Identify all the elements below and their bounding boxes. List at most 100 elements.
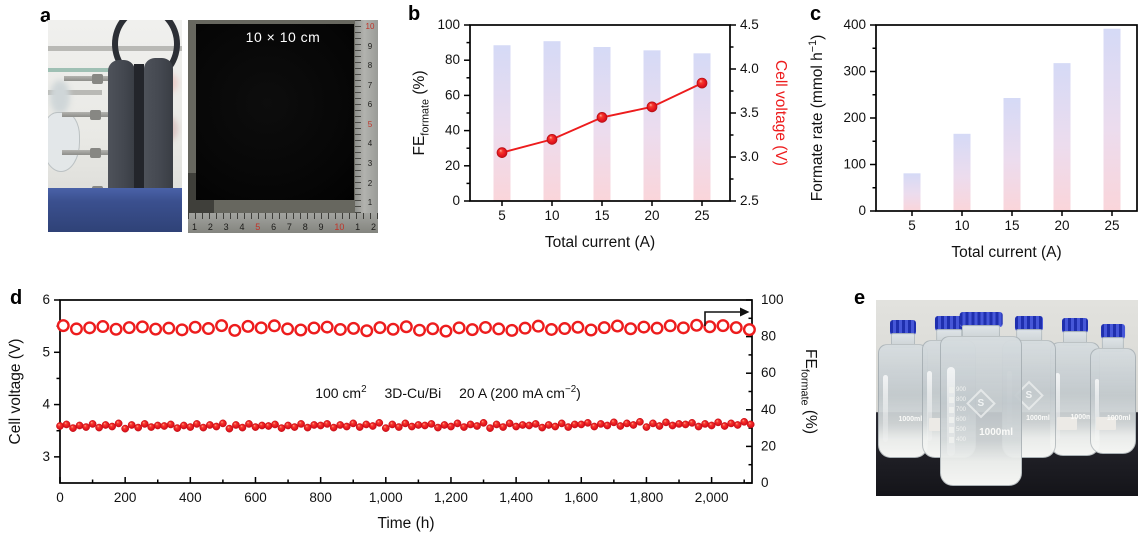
chart-b-svg: 0 20 40 60 80 100 2.5 3.0 3.5 4.0 4.5 5 10 15 20 25 Tota… bbox=[411, 17, 789, 251]
voltage-marker bbox=[696, 77, 708, 89]
svg-text:5: 5 bbox=[42, 344, 50, 359]
panel-label-b: b bbox=[408, 3, 421, 25]
electrolyzer-photo bbox=[48, 20, 182, 232]
hex-nut bbox=[92, 74, 103, 84]
svg-text:Cell voltage (V): Cell voltage (V) bbox=[772, 60, 789, 166]
voltage-marker bbox=[546, 134, 558, 145]
bottle-cap bbox=[934, 316, 964, 331]
svg-text:3.5: 3.5 bbox=[740, 105, 759, 120]
ruler-number: 1 bbox=[355, 222, 361, 232]
svg-text:4: 4 bbox=[42, 396, 50, 411]
svg-text:60: 60 bbox=[761, 365, 776, 380]
svg-text:300: 300 bbox=[843, 63, 866, 78]
svg-text:100: 100 bbox=[761, 292, 784, 307]
svg-text:2.5: 2.5 bbox=[740, 193, 759, 208]
chart-stability-time-series: 0 200 400 600 800 1,000 1,200 1,400 1,600 1,800 2,… bbox=[0, 280, 850, 538]
ruler-number: 9 bbox=[367, 41, 373, 51]
svg-text:100: 100 bbox=[843, 156, 866, 171]
svg-text:5: 5 bbox=[908, 218, 916, 233]
ruler-number: 9 bbox=[318, 222, 324, 232]
bottle-sticker bbox=[1096, 417, 1117, 431]
ruler-number: 3 bbox=[367, 159, 373, 169]
svg-text:1,400: 1,400 bbox=[499, 490, 533, 505]
svg-text:0: 0 bbox=[452, 193, 460, 208]
glass-shine bbox=[1094, 379, 1099, 442]
bolt-rod bbox=[62, 150, 112, 155]
ruler-numbers: 1 2 3 4 5 6 7 8 9 10 1 2 bbox=[192, 222, 376, 232]
glass-shine bbox=[882, 375, 888, 443]
panel-label-a: a bbox=[40, 5, 52, 27]
svg-text:80: 80 bbox=[761, 328, 776, 343]
svg-text:1,800: 1,800 bbox=[630, 490, 664, 505]
bottle-body: 1000ml bbox=[1090, 348, 1136, 454]
bottle: 1000ml bbox=[878, 320, 928, 458]
svg-text:0: 0 bbox=[761, 475, 769, 490]
ruler-horizontal: 1 2 3 4 5 6 7 8 9 10 1 2 bbox=[188, 213, 378, 233]
chart-formate-rate-vs-current: 0 100 200 300 400 5 10 15 20 25 Total current (A) F… bbox=[800, 0, 1144, 265]
cable-arc bbox=[112, 20, 180, 82]
svg-text:2,000: 2,000 bbox=[695, 490, 729, 505]
svg-text:FEformate (%): FEformate (%) bbox=[411, 71, 432, 156]
chart-d-svg: 0 200 400 600 800 1,000 1,200 1,400 1,600 1,800 2,… bbox=[7, 292, 819, 532]
ruler-tick-marks bbox=[355, 20, 361, 213]
bottle-cap bbox=[959, 312, 1003, 327]
svg-text:Total current (A): Total current (A) bbox=[951, 244, 1061, 261]
bottle-volume-label: 1000ml bbox=[979, 426, 1013, 438]
chart-c-svg: 0 100 200 300 400 5 10 15 20 25 Total current (A) F… bbox=[807, 17, 1138, 261]
ruler-number: 10 bbox=[365, 22, 375, 31]
ruler-number: 3 bbox=[223, 222, 229, 232]
graduation-marks: 900 800 700 600 500 400 bbox=[949, 387, 966, 444]
svg-text:800: 800 bbox=[309, 490, 332, 505]
chart-fe-and-voltage-vs-current: 0 20 40 60 80 100 2.5 3.0 3.5 4.0 4.5 5 10 15 20 25 Tota… bbox=[400, 0, 790, 265]
ruler-vertical: 10 9 8 7 6 5 4 3 2 1 bbox=[355, 20, 378, 213]
svg-text:5: 5 bbox=[498, 208, 506, 223]
ruler-tick-marks bbox=[188, 213, 378, 219]
panel-label-e: e bbox=[854, 287, 866, 309]
svg-text:1,200: 1,200 bbox=[434, 490, 468, 505]
graduation-number: 800 bbox=[949, 397, 966, 404]
svg-text:400: 400 bbox=[179, 490, 202, 505]
graduation-number: 600 bbox=[949, 417, 966, 424]
svg-text:100 cm2 3D-Cu/Bi 20 A (200 m: 100 cm2 3D-Cu/Bi 20 A (200 mA cm−2) bbox=[315, 384, 581, 401]
svg-text:600: 600 bbox=[244, 490, 267, 505]
product-bottles-photo: 1000ml 1000ml S 1000ml 1000ml 1000ml bbox=[876, 300, 1138, 496]
bars-formate-rate bbox=[903, 28, 1121, 211]
graduation-number: 900 bbox=[949, 387, 966, 394]
ruler-number: 2 bbox=[207, 222, 213, 232]
hex-nut bbox=[90, 110, 101, 120]
voltage-marker bbox=[646, 101, 658, 113]
svg-text:20: 20 bbox=[445, 157, 460, 172]
graduation-number: 700 bbox=[949, 407, 966, 414]
blue-bench bbox=[48, 188, 182, 232]
svg-text:0: 0 bbox=[858, 203, 866, 218]
bars-fe bbox=[493, 41, 711, 202]
svg-text:1,600: 1,600 bbox=[564, 490, 598, 505]
arrowhead-icon bbox=[740, 307, 750, 317]
ruler-number: 6 bbox=[367, 100, 373, 110]
svg-text:Total current (A): Total current (A) bbox=[545, 234, 655, 251]
ruler-number: 6 bbox=[271, 222, 277, 232]
cell-stack-gap bbox=[134, 64, 144, 210]
glass-shine bbox=[1054, 373, 1060, 441]
ruler-number: 5 bbox=[367, 119, 373, 129]
svg-text:4.0: 4.0 bbox=[740, 61, 759, 76]
svg-text:200: 200 bbox=[114, 490, 137, 505]
panel-label-c: c bbox=[810, 3, 822, 25]
voltage-marker bbox=[596, 112, 608, 123]
lab-rail bbox=[48, 90, 102, 95]
electrode-size-caption: 10 × 10 cm bbox=[245, 29, 321, 45]
bottle-front: 900 800 700 600 500 400 S 1000ml bbox=[940, 312, 1022, 486]
ruler-number: 2 bbox=[367, 178, 373, 188]
ruler-number: 2 bbox=[370, 222, 376, 232]
svg-text:20: 20 bbox=[1054, 218, 1069, 233]
fe-series bbox=[56, 318, 756, 338]
graduation-number: 400 bbox=[949, 437, 966, 444]
svg-text:10: 10 bbox=[954, 218, 969, 233]
bottle-cap bbox=[890, 320, 916, 335]
svg-text:4.5: 4.5 bbox=[740, 17, 759, 32]
bottle-cap bbox=[1062, 318, 1088, 333]
svg-text:Time (h): Time (h) bbox=[377, 515, 434, 532]
svg-text:40: 40 bbox=[445, 122, 460, 137]
svg-text:3.0: 3.0 bbox=[740, 149, 759, 164]
